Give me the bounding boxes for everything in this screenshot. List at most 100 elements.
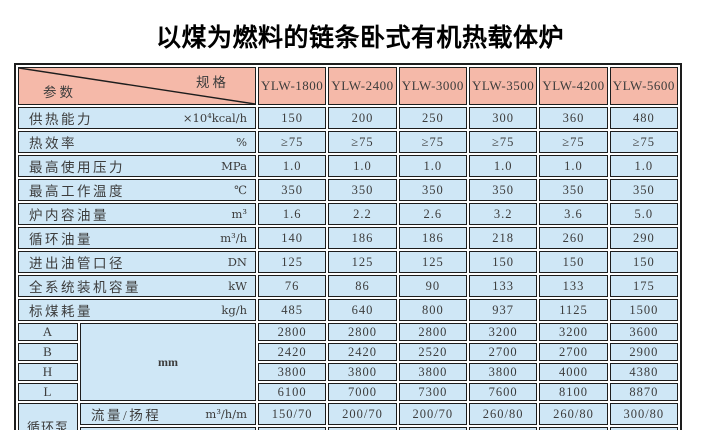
value-cell: 86: [328, 275, 397, 297]
value-cell: 3200: [468, 323, 538, 341]
pump-label: 循环泵: [18, 403, 78, 430]
corner-cell: 规格 参数: [18, 67, 256, 105]
param-row-circulating-oil: 循环油量 m³/h 140 186 186 218 260 290: [18, 227, 678, 249]
value-cell: 90: [398, 275, 467, 297]
value-cell: 133: [539, 275, 608, 297]
value-cell: 6100: [258, 383, 327, 401]
param-cell: 循环油量 m³/h: [18, 227, 256, 249]
value-cell: 1500: [609, 299, 678, 321]
param-row-installed-power: 全系统装机容量 kW 76 86 90 133 133 175: [18, 275, 678, 297]
param-unit: ×10⁴kcal/h: [182, 111, 247, 125]
value-cell: 133: [468, 275, 538, 297]
value-cell: 7000: [328, 383, 397, 401]
param-unit: MPa: [221, 159, 247, 173]
spec-table: 规格 参数 YLW-1800 YLW-2400 YLW-3000 YLW-350…: [14, 63, 682, 430]
value-cell: 1.0: [468, 155, 538, 177]
value-cell: ≥75: [258, 131, 327, 153]
param-cell: 炉内容油量 m³: [18, 203, 256, 225]
dim-row-l: L 6100 7000 7300 7600 8100 8870: [18, 383, 678, 401]
value-cell: 218: [468, 227, 538, 249]
value-cell: 250: [398, 107, 467, 129]
param-row-coal-consumption: 标煤耗量 kg/h 485 640 800 937 1125 1500: [18, 299, 678, 321]
value-cell: 7600: [468, 383, 538, 401]
value-cell: 200: [328, 107, 397, 129]
param-cell: 标煤耗量 kg/h: [18, 299, 256, 321]
param-label: 热效率: [29, 136, 77, 151]
value-cell: 1.0: [398, 155, 467, 177]
value-cell: 2420: [328, 343, 397, 361]
value-cell: 2900: [609, 343, 678, 361]
param-row-max-temperature: 最高工作温度 ℃ 350 350 350 350 350 350: [18, 179, 678, 201]
value-cell: 186: [328, 227, 397, 249]
value-cell: ≥75: [468, 131, 538, 153]
value-cell: 125: [258, 251, 327, 273]
value-cell: 2.6: [398, 203, 467, 225]
dim-unit-cell: mm: [80, 323, 256, 401]
value-cell: 350: [609, 179, 678, 201]
column-header-ylw-5600: YLW-5600: [609, 67, 678, 105]
value-cell: 150/70: [258, 403, 327, 425]
param-row-max-pressure: 最高使用压力 MPa 1.0 1.0 1.0 1.0 1.0 1.0: [18, 155, 678, 177]
value-cell: 1125: [539, 299, 608, 321]
value-cell: 350: [258, 179, 327, 201]
value-cell: 4000: [539, 363, 608, 381]
param-label: 标煤耗量: [29, 304, 93, 319]
value-cell: 125: [328, 251, 397, 273]
value-cell: 350: [398, 179, 467, 201]
value-cell: 150: [468, 251, 538, 273]
value-cell: 290: [609, 227, 678, 249]
param-cell: 最高工作温度 ℃: [18, 179, 256, 201]
value-cell: 260/80: [539, 403, 608, 425]
value-cell: 90: [468, 427, 538, 430]
dim-label: H: [18, 363, 78, 381]
value-cell: 640: [328, 299, 397, 321]
param-label: 进出油管口径: [29, 256, 125, 271]
diagonal-line: [19, 68, 255, 104]
value-cell: 76: [258, 275, 327, 297]
param-cell: 功率kW: [80, 427, 256, 430]
value-cell: 1.0: [258, 155, 327, 177]
pump-row-flow-head: 循环泵 流量/扬程 m³/h/m 150/70 200/70 200/70 260…: [18, 403, 678, 430]
value-cell: 200/70: [328, 403, 397, 425]
value-cell: 150: [258, 107, 327, 129]
value-cell: 90: [539, 427, 608, 430]
value-cell: 2700: [539, 343, 608, 361]
value-cell: 150: [539, 251, 608, 273]
value-cell: 485: [258, 299, 327, 321]
corner-param-label: 参数: [43, 85, 76, 100]
value-cell: 45: [258, 427, 327, 430]
value-cell: 3.2: [468, 203, 538, 225]
value-cell: 260: [539, 227, 608, 249]
param-unit: kg/h: [221, 303, 247, 317]
value-cell: 300: [468, 107, 538, 129]
param-label: 最高使用压力: [29, 160, 125, 175]
param-label: 循环油量: [29, 232, 93, 247]
dim-label: A: [18, 323, 78, 341]
value-cell: 1.6: [258, 203, 327, 225]
value-cell: 8100: [539, 383, 608, 401]
value-cell: 350: [328, 179, 397, 201]
param-row-thermal-efficiency: 热效率% ≥75 ≥75 ≥75 ≥75 ≥75 ≥75: [18, 131, 678, 153]
value-cell: 125: [398, 251, 467, 273]
value-cell: 7300: [398, 383, 467, 401]
value-cell: 186: [398, 227, 467, 249]
param-row-heat-capacity: 供热能力 ×10⁴kcal/h 150 200 250 300 360 480: [18, 107, 678, 129]
param-unit: m³: [231, 207, 247, 221]
value-cell: 2800: [328, 323, 397, 341]
value-cell: 1.0: [539, 155, 608, 177]
param-cell: 最高使用压力 MPa: [18, 155, 256, 177]
value-cell: 3.6: [539, 203, 608, 225]
param-cell: 供热能力 ×10⁴kcal/h: [18, 107, 256, 129]
value-cell: 3800: [468, 363, 538, 381]
value-cell: 175: [609, 275, 678, 297]
value-cell: 2800: [258, 323, 327, 341]
value-cell: 3800: [398, 363, 467, 381]
dim-label: B: [18, 343, 78, 361]
param-label: 供热能力: [29, 112, 93, 127]
value-cell: 55: [328, 427, 397, 430]
value-cell: 2800: [398, 323, 467, 341]
value-cell: 937: [468, 299, 538, 321]
value-cell: 2420: [258, 343, 327, 361]
pump-row-power: 功率kW 45 55 55 90 90 110: [18, 427, 678, 430]
param-unit: kW: [228, 279, 247, 293]
